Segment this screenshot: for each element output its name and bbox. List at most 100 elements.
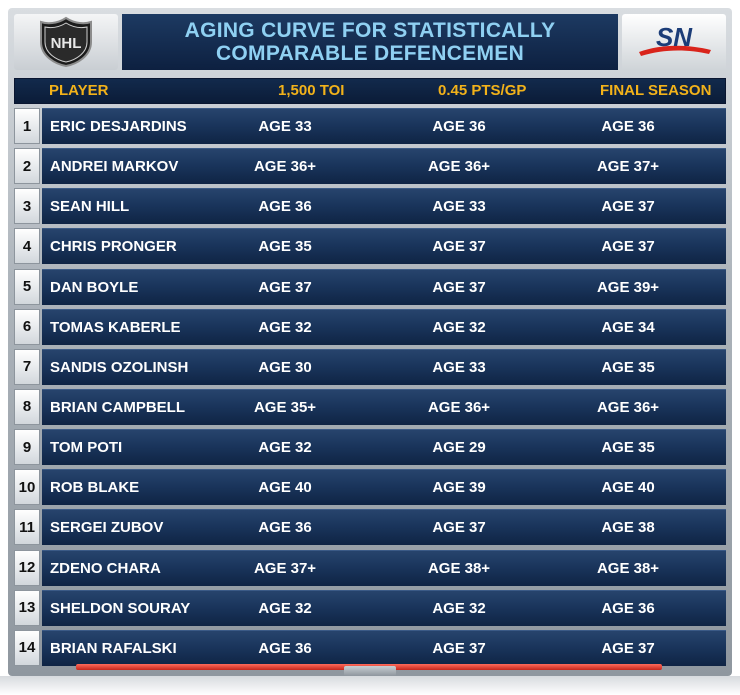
table-row: 11 SERGEI ZUBOV AGE 36 AGE 37 AGE 38 xyxy=(14,509,726,546)
rank-badge: 10 xyxy=(14,469,40,506)
row-body: SHELDON SOURAY AGE 32 AGE 32 AGE 36 xyxy=(42,589,726,626)
player-name: BRIAN CAMPBELL xyxy=(50,398,185,416)
toi-age: AGE 30 xyxy=(258,358,312,376)
column-header-final-season: FINAL SEASON xyxy=(600,82,712,99)
table-row: 1 ERIC DESJARDINS AGE 33 AGE 36 AGE 36 xyxy=(14,108,726,144)
toi-age: AGE 35 xyxy=(258,238,312,256)
final-season-age: AGE 37 xyxy=(601,238,655,256)
table-row: 13 SHELDON SOURAY AGE 32 AGE 32 AGE 36 xyxy=(14,589,726,626)
ptsgp-age: AGE 29 xyxy=(432,439,486,457)
nhl-shield-icon: NHL xyxy=(40,16,92,68)
final-season-age: AGE 36 xyxy=(601,118,655,135)
sportsnet-logo-icon: SN xyxy=(639,22,711,56)
final-season-age: AGE 37+ xyxy=(596,158,660,176)
rank-number: 14 xyxy=(18,639,36,657)
toi-age: AGE 35+ xyxy=(253,398,317,416)
table-row: 7 SANDIS OZOLINSH AGE 30 AGE 33 AGE 35 xyxy=(14,348,726,385)
table-row: 3 SEAN HILL AGE 36 AGE 33 AGE 37 xyxy=(14,188,726,225)
ptsgp-age: AGE 37 xyxy=(432,278,486,296)
toi-age: AGE 32 xyxy=(258,599,312,617)
row-body: SANDIS OZOLINSH AGE 30 AGE 33 AGE 35 xyxy=(42,348,726,385)
ptsgp-age: AGE 32 xyxy=(432,599,486,617)
table-row: 8 BRIAN CAMPBELL AGE 35+ AGE 36+ AGE 36+ xyxy=(14,388,726,425)
svg-text:NHL: NHL xyxy=(51,35,82,52)
row-body: ANDREI MARKOV AGE 36+ AGE 36+ AGE 37+ xyxy=(42,148,726,185)
final-season-age: AGE 38+ xyxy=(596,559,660,577)
row-body: SEAN HILL AGE 36 AGE 33 AGE 37 xyxy=(42,188,726,225)
final-season-age: AGE 35 xyxy=(601,439,655,457)
rank-badge: 12 xyxy=(14,549,40,586)
row-body: BRIAN RAFALSKI AGE 36 AGE 37 AGE 37 xyxy=(42,629,726,666)
rank-number: 4 xyxy=(22,237,32,255)
row-body: DAN BOYLE AGE 37 AGE 37 AGE 39+ xyxy=(42,268,726,305)
rank-badge: 7 xyxy=(14,348,40,385)
rank-badge: 8 xyxy=(14,388,40,425)
rank-number: 8 xyxy=(22,398,32,416)
rank-number: 5 xyxy=(22,278,32,296)
rank-badge: 3 xyxy=(14,188,40,225)
table-row: 6 TOMAS KABERLE AGE 32 AGE 32 AGE 34 xyxy=(14,308,726,345)
row-body: TOMAS KABERLE AGE 32 AGE 32 AGE 34 xyxy=(42,308,726,345)
table-body: 1 ERIC DESJARDINS AGE 33 AGE 36 AGE 36 2 ANDRE… xyxy=(14,108,726,666)
final-season-age: AGE 37 xyxy=(601,198,655,216)
sn-logo: SN xyxy=(622,14,726,70)
rank-badge: 13 xyxy=(14,589,40,626)
rank-badge: 14 xyxy=(14,629,40,666)
player-name: ANDREI MARKOV xyxy=(50,158,179,176)
ptsgp-age: AGE 37 xyxy=(432,639,486,657)
nhl-logo: NHL xyxy=(14,14,118,70)
title-banner: AGING CURVE FOR STATISTICALLY COMPARABLE… xyxy=(122,14,618,70)
row-body: BRIAN CAMPBELL AGE 35+ AGE 36+ AGE 36+ xyxy=(42,388,726,425)
svg-text:SN: SN xyxy=(656,22,693,52)
column-header-toi: 1,500 TOI xyxy=(278,82,345,99)
toi-age: AGE 36+ xyxy=(253,158,317,176)
rank-number: 13 xyxy=(18,599,36,617)
table-row: 10 ROB BLAKE AGE 40 AGE 39 AGE 40 xyxy=(14,469,726,506)
ptsgp-age: AGE 37 xyxy=(432,519,486,537)
rank-number: 7 xyxy=(22,358,32,376)
rank-number: 2 xyxy=(22,157,32,175)
floor-reflection xyxy=(0,676,740,695)
player-name: SERGEI ZUBOV xyxy=(50,519,164,537)
row-body: CHRIS PRONGER AGE 35 AGE 37 AGE 37 xyxy=(42,228,726,265)
toi-age: AGE 36 xyxy=(258,198,312,216)
final-season-age: AGE 38 xyxy=(601,519,655,537)
ptsgp-age: AGE 33 xyxy=(432,198,486,216)
rank-number: 1 xyxy=(22,117,32,135)
final-season-age: AGE 36+ xyxy=(596,398,660,416)
table-row: 14 BRIAN RAFALSKI AGE 36 AGE 37 AGE 37 xyxy=(14,629,726,666)
player-name: ERIC DESJARDINS xyxy=(50,118,187,135)
final-season-age: AGE 35 xyxy=(601,358,655,376)
title-line-1: AGING CURVE FOR STATISTICALLY xyxy=(184,19,556,42)
ptsgp-age: AGE 39 xyxy=(432,479,486,497)
toi-age: AGE 40 xyxy=(258,479,312,497)
player-name: SHELDON SOURAY xyxy=(50,599,191,617)
toi-age: AGE 33 xyxy=(258,118,312,135)
toi-age: AGE 37 xyxy=(258,278,312,296)
header: NHL AGING CURVE FOR STATISTICALLY COMPAR… xyxy=(8,8,732,72)
player-name: ZDENO CHARA xyxy=(50,559,161,577)
ptsgp-age: AGE 32 xyxy=(432,318,486,336)
toi-age: AGE 36 xyxy=(258,519,312,537)
row-body: SERGEI ZUBOV AGE 36 AGE 37 AGE 38 xyxy=(42,509,726,546)
ptsgp-age: AGE 38+ xyxy=(427,559,491,577)
player-name: DAN BOYLE xyxy=(50,278,139,296)
toi-age: AGE 32 xyxy=(258,439,312,457)
player-name: CHRIS PRONGER xyxy=(50,238,177,256)
accent-notch xyxy=(344,666,396,676)
row-body: TOM POTI AGE 32 AGE 29 AGE 35 xyxy=(42,429,726,466)
row-body: ZDENO CHARA AGE 37+ AGE 38+ AGE 38+ xyxy=(42,549,726,586)
table-row: 4 CHRIS PRONGER AGE 35 AGE 37 AGE 37 xyxy=(14,228,726,265)
final-season-age: AGE 34 xyxy=(601,318,655,336)
rank-badge: 11 xyxy=(14,509,40,546)
table-row: 12 ZDENO CHARA AGE 37+ AGE 38+ AGE 38+ xyxy=(14,549,726,586)
title-line-2: COMPARABLE DEFENCEMEN xyxy=(215,42,525,65)
rank-badge: 6 xyxy=(14,308,40,345)
toi-age: AGE 32 xyxy=(258,318,312,336)
player-name: ROB BLAKE xyxy=(50,479,140,497)
final-season-age: AGE 36 xyxy=(601,599,655,617)
rank-number: 12 xyxy=(18,559,36,577)
ptsgp-age: AGE 36+ xyxy=(427,158,491,176)
rank-badge: 9 xyxy=(14,429,40,466)
ptsgp-age: AGE 36 xyxy=(432,118,486,135)
